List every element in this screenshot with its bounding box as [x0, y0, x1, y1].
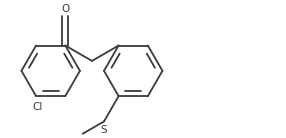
Text: Cl: Cl [32, 102, 43, 112]
Text: O: O [61, 4, 69, 14]
Text: S: S [100, 124, 106, 135]
